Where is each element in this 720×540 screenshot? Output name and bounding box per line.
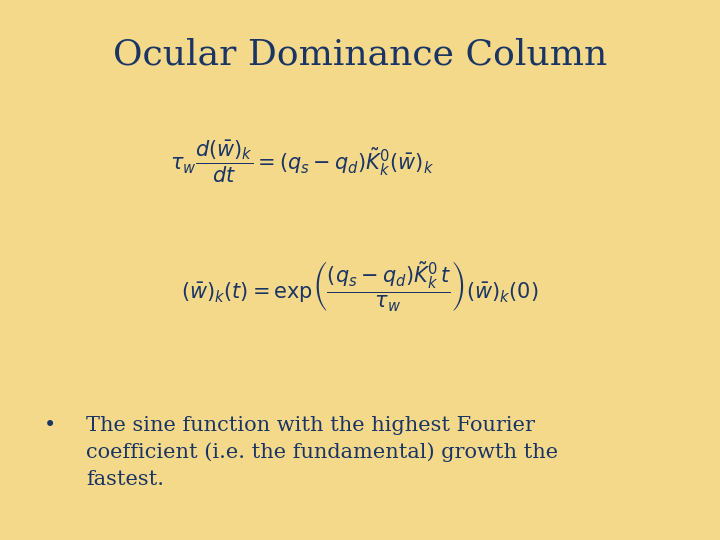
Text: •: •: [44, 416, 57, 435]
Text: The sine function with the highest Fourier
coefficient (i.e. the fundamental) gr: The sine function with the highest Fouri…: [86, 416, 559, 489]
Text: $(\bar{w})_k(t) = \exp\!\left(\dfrac{(q_s - q_d)\tilde{K}^0_k\, t}{\tau_w}\right: $(\bar{w})_k(t) = \exp\!\left(\dfrac{(q_…: [181, 259, 539, 313]
Text: $\tau_w \dfrac{d(\bar{w})_k}{dt} = (q_s - q_d)\tilde{K}^0_k(\bar{w})_k$: $\tau_w \dfrac{d(\bar{w})_k}{dt} = (q_s …: [171, 139, 434, 185]
Text: Ocular Dominance Column: Ocular Dominance Column: [113, 38, 607, 72]
